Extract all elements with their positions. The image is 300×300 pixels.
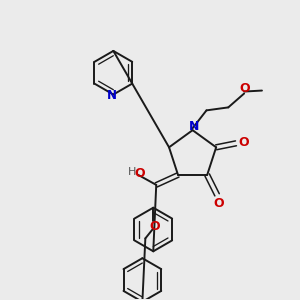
Text: N: N — [107, 89, 117, 102]
Text: O: O — [149, 220, 160, 233]
Text: O: O — [134, 167, 145, 179]
Text: O: O — [238, 136, 249, 149]
Text: H: H — [128, 167, 137, 177]
Text: O: O — [240, 82, 250, 95]
Text: O: O — [214, 197, 224, 210]
Text: N: N — [188, 120, 199, 133]
